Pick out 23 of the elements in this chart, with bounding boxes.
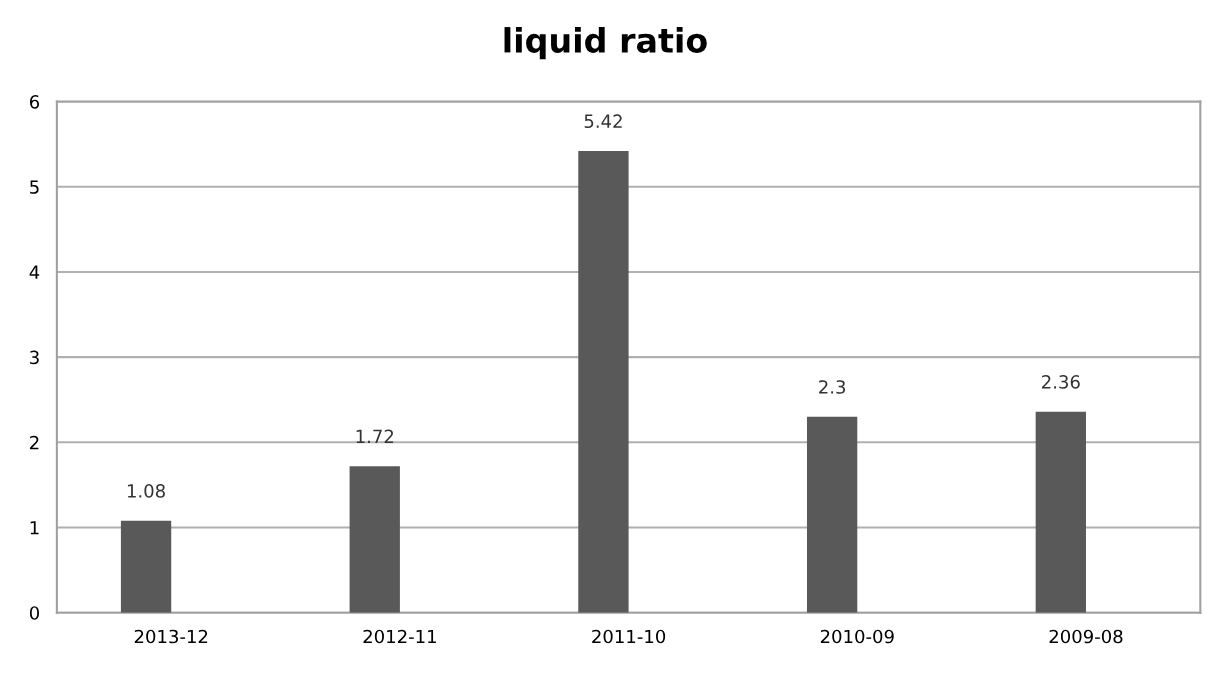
x-tick-label: 2009-08: [1049, 629, 1123, 644]
x-tick-label: 2012-11: [363, 629, 436, 644]
y-tick-label: 0: [29, 606, 39, 620]
x-tick-label: 2013-12: [134, 629, 208, 644]
chart-title: liquid ratio: [504, 27, 707, 60]
y-tick-label: 6: [29, 95, 40, 109]
y-tick-label: 3: [30, 350, 39, 365]
y-tick-label: 5: [30, 180, 39, 194]
bar: [1035, 411, 1086, 613]
y-tick-label: 4: [29, 265, 40, 279]
data-label: 1.72: [356, 429, 394, 443]
bar: [578, 150, 629, 613]
data-label: 5.42: [584, 114, 622, 129]
x-tick-label: 2011-10: [592, 629, 666, 644]
x-tick-label: 2010-09: [820, 629, 894, 644]
data-label: 2.36: [1042, 375, 1080, 389]
data-label: 1.08: [127, 484, 165, 498]
bar: [120, 520, 172, 613]
y-tick-label: 2: [30, 435, 39, 450]
y-tick-label: 1: [30, 521, 39, 535]
bar: [349, 466, 400, 613]
data-label: 2.3: [819, 380, 846, 394]
bar: [806, 416, 858, 613]
